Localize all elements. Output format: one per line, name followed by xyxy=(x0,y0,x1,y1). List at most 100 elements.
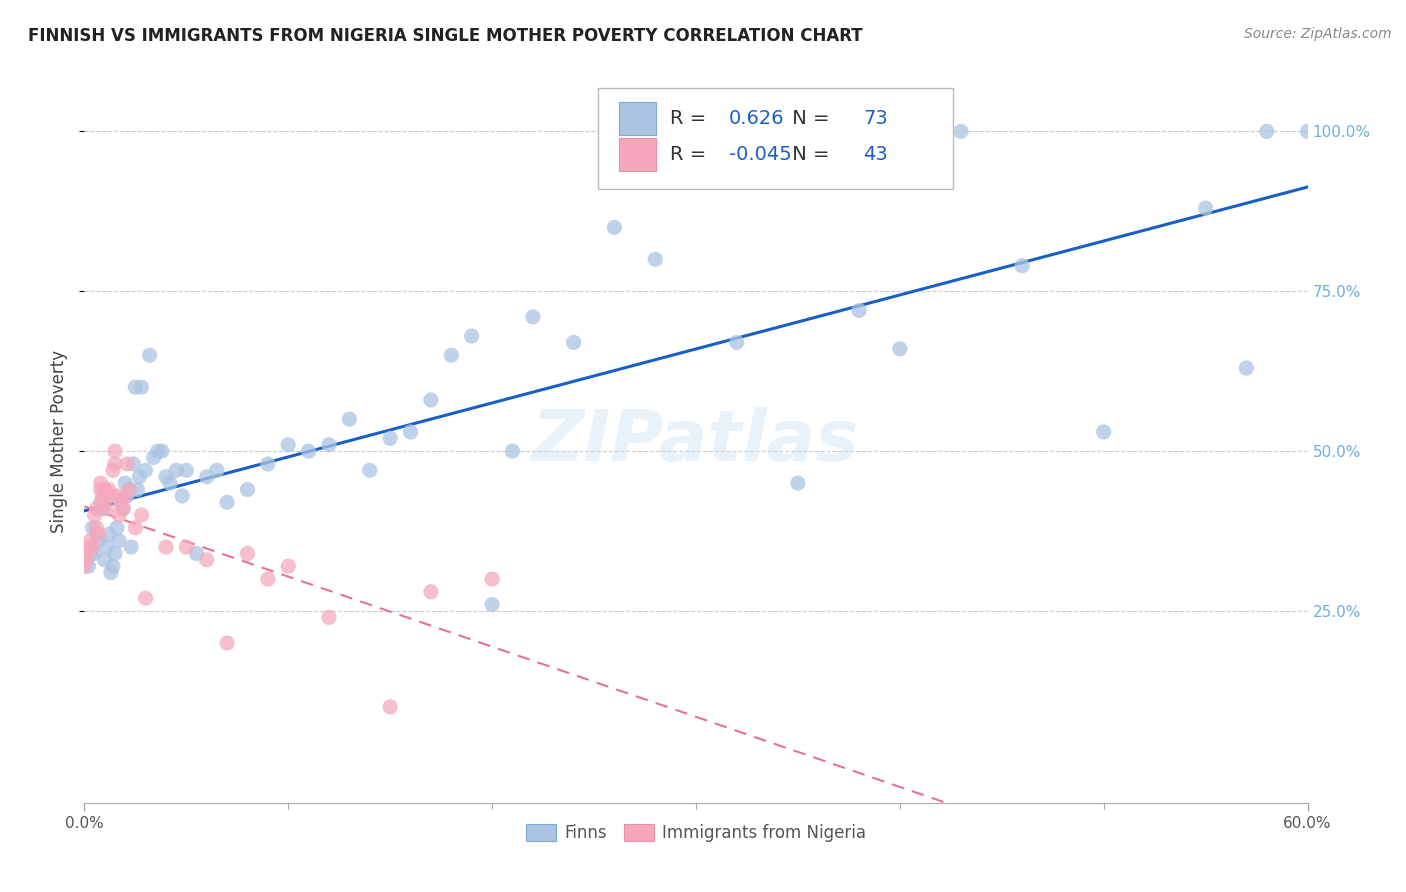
Point xyxy=(298,444,321,458)
Point xyxy=(115,457,138,471)
Point xyxy=(131,380,153,394)
Text: 0.626: 0.626 xyxy=(728,109,785,128)
Point xyxy=(359,463,381,477)
Point xyxy=(104,457,127,471)
Point xyxy=(91,489,114,503)
Text: 43: 43 xyxy=(863,145,889,164)
Point xyxy=(86,501,108,516)
Point xyxy=(135,591,157,606)
Point xyxy=(101,463,124,477)
Point xyxy=(87,527,110,541)
Legend: Finns, Immigrants from Nigeria: Finns, Immigrants from Nigeria xyxy=(519,817,873,848)
Point xyxy=(91,495,114,509)
Y-axis label: Single Mother Poverty: Single Mother Poverty xyxy=(51,350,69,533)
Point xyxy=(787,476,810,491)
Text: Source: ZipAtlas.com: Source: ZipAtlas.com xyxy=(1244,27,1392,41)
Point xyxy=(90,483,112,497)
Point xyxy=(146,444,169,458)
FancyBboxPatch shape xyxy=(598,87,953,189)
Point xyxy=(97,527,120,541)
Point xyxy=(73,559,96,574)
Point xyxy=(79,546,101,560)
Point xyxy=(1256,124,1278,138)
Point xyxy=(318,438,340,452)
Point xyxy=(174,463,197,477)
Point xyxy=(165,463,187,477)
Point xyxy=(725,335,748,350)
Point xyxy=(420,584,443,599)
Point xyxy=(603,220,626,235)
Point xyxy=(118,483,141,497)
Point xyxy=(128,469,150,483)
Point xyxy=(205,463,228,477)
Point xyxy=(75,553,97,567)
Point xyxy=(101,559,124,574)
Text: N =: N = xyxy=(786,145,837,164)
Text: R =: R = xyxy=(671,109,713,128)
Point xyxy=(108,508,131,522)
Point xyxy=(73,546,96,560)
Point xyxy=(461,329,484,343)
Point xyxy=(96,501,118,516)
Point xyxy=(195,469,218,483)
Text: ZIPatlas: ZIPatlas xyxy=(533,407,859,476)
Point xyxy=(104,546,127,560)
Point xyxy=(104,444,127,458)
Point xyxy=(124,380,146,394)
Point xyxy=(562,335,585,350)
Point xyxy=(481,572,503,586)
Point xyxy=(159,476,181,491)
Point xyxy=(1236,361,1258,376)
Point xyxy=(93,489,115,503)
Point xyxy=(257,572,280,586)
Text: -0.045: -0.045 xyxy=(728,145,792,164)
Point xyxy=(87,533,110,548)
Point xyxy=(138,348,160,362)
Point xyxy=(82,540,104,554)
Point xyxy=(502,444,524,458)
Text: R =: R = xyxy=(671,145,713,164)
Point xyxy=(1092,425,1115,439)
Point xyxy=(112,501,135,516)
FancyBboxPatch shape xyxy=(619,138,655,171)
Text: 73: 73 xyxy=(863,109,889,128)
Text: FINNISH VS IMMIGRANTS FROM NIGERIA SINGLE MOTHER POVERTY CORRELATION CHART: FINNISH VS IMMIGRANTS FROM NIGERIA SINGL… xyxy=(28,27,863,45)
Point xyxy=(155,469,177,483)
Point xyxy=(1296,124,1319,138)
Point xyxy=(380,431,402,445)
Point xyxy=(236,546,259,560)
Point xyxy=(217,495,239,509)
Text: N =: N = xyxy=(786,109,837,128)
Point xyxy=(644,252,666,267)
Point xyxy=(1195,201,1218,215)
Point xyxy=(93,553,115,567)
Point xyxy=(108,533,131,548)
Point xyxy=(339,412,361,426)
Point xyxy=(277,559,299,574)
Point xyxy=(848,303,870,318)
Point xyxy=(522,310,544,324)
Point xyxy=(124,521,146,535)
Point xyxy=(90,476,112,491)
Point xyxy=(97,483,120,497)
Point xyxy=(79,533,101,548)
Point xyxy=(114,489,136,503)
Point xyxy=(420,392,443,407)
Point xyxy=(93,483,115,497)
Point xyxy=(142,450,165,465)
Point xyxy=(83,508,105,522)
Point xyxy=(100,566,122,580)
Point xyxy=(399,425,422,439)
Point xyxy=(127,483,149,497)
Point xyxy=(172,489,194,503)
Point xyxy=(186,546,208,560)
Point xyxy=(257,457,280,471)
Point xyxy=(135,463,157,477)
FancyBboxPatch shape xyxy=(619,103,655,135)
Point xyxy=(174,540,197,554)
Point xyxy=(481,598,503,612)
Point xyxy=(82,521,104,535)
Point xyxy=(120,540,142,554)
Point xyxy=(83,546,105,560)
Point xyxy=(131,508,153,522)
